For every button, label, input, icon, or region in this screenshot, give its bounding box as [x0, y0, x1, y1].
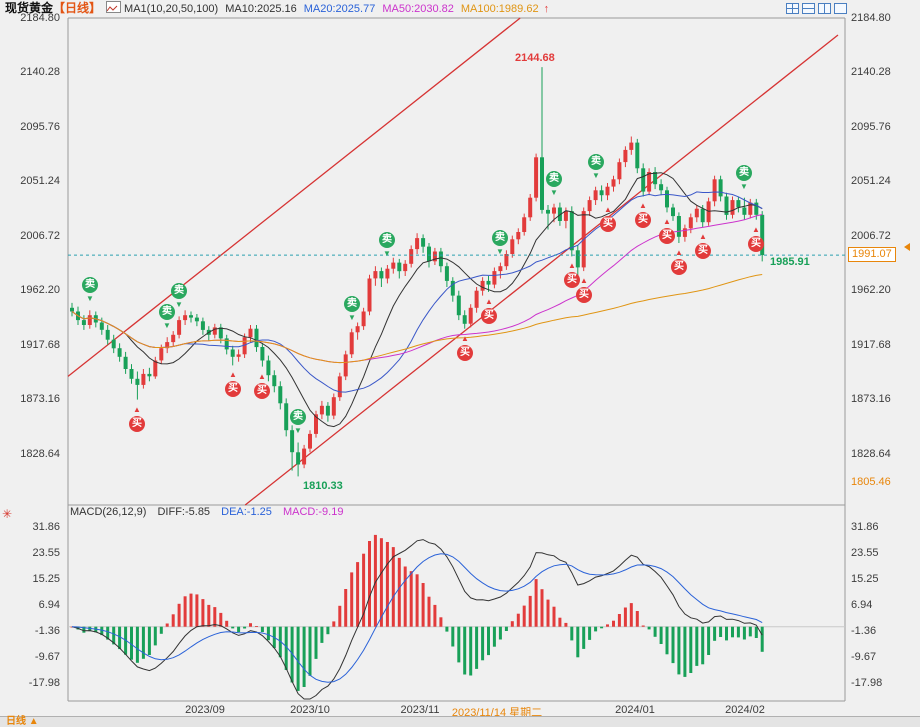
layout-switcher — [786, 3, 847, 14]
chart-header: 现货黄金【日线】 MA1(10,20,50,100) MA10:2025.16 MA2… — [0, 0, 780, 18]
ma-group-label: MA1(10,20,50,100) — [124, 3, 219, 15]
macd-header: MACD(26,12,9) DIFF:-5.85 DEA:-1.25 MACD:… — [70, 506, 343, 518]
timeframe-tab-label: 日线 — [6, 716, 26, 727]
ma20-value: MA20:2025.77 — [303, 3, 376, 15]
ma50-value: MA50:2030.82 — [382, 3, 454, 15]
layout-split-vertical-icon[interactable] — [818, 3, 831, 14]
macd-diff-value: DIFF:-5.85 — [157, 506, 211, 518]
period-tag: 【日线】 — [53, 1, 102, 15]
ma100-value: MA100:1989.62 — [460, 3, 539, 15]
layout-grid-quad-icon[interactable] — [786, 3, 799, 14]
tab-arrow-icon: ▲ — [28, 716, 39, 727]
timeframe-bar: 日线 ▲ — [0, 716, 920, 727]
timeframe-tab-daily[interactable]: 日线 ▲ — [6, 716, 39, 727]
ma10-value: MA10:2025.16 — [225, 3, 297, 15]
layout-single-pane-icon[interactable] — [834, 3, 847, 14]
macd-params-label: MACD(26,12,9) — [70, 506, 147, 518]
ma-settings-icon[interactable] — [106, 1, 122, 13]
macd-dea-value: DEA:-1.25 — [221, 506, 272, 518]
indicator-settings-icon[interactable]: ✳ — [2, 507, 13, 521]
price-direction-up-icon: ↑ — [543, 3, 550, 15]
macd-macd-value: MACD:-9.19 — [282, 506, 344, 518]
layout-split-horizontal-icon[interactable] — [802, 3, 815, 14]
symbol-name: 现货黄金 — [5, 1, 54, 15]
